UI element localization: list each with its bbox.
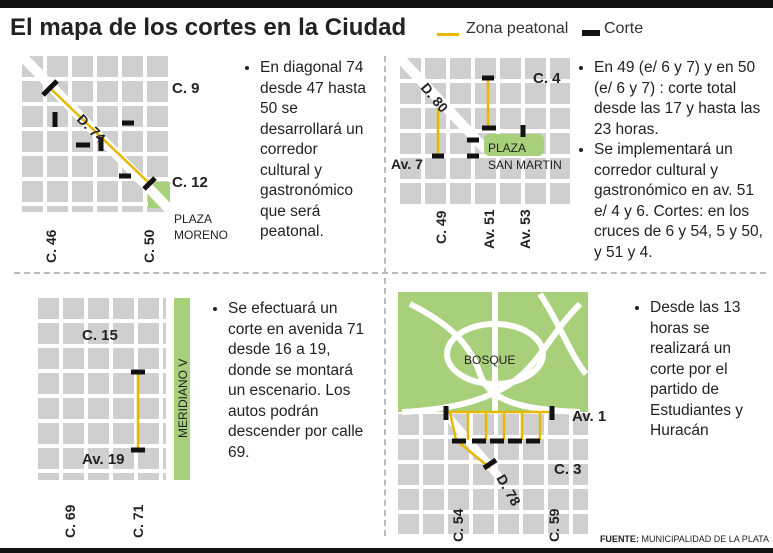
label-c12: C. 12 <box>172 174 208 191</box>
panel-4-text: Desde las 13 horas se realizará un corte… <box>634 298 764 442</box>
label-c15: C. 15 <box>82 327 118 344</box>
label-c71: C. 71 <box>130 504 146 538</box>
label-plaza-san-martin-1: PLAZA <box>488 141 526 155</box>
source-text: MUNICIPALIDAD DE LA PLATA <box>641 534 769 544</box>
vertical-divider <box>384 56 386 536</box>
meridiano-v-strip <box>174 298 190 480</box>
cut-legend-swatch <box>582 30 600 36</box>
panel-2-text: En 49 (e/ 6 y 7) y en 50 (e/ 6 y 7) : co… <box>578 58 764 263</box>
label-c49: C. 49 <box>433 210 449 244</box>
label-c3: C. 3 <box>554 461 582 478</box>
label-av7: Av. 7 <box>391 156 423 172</box>
label-c59: C. 59 <box>546 508 562 542</box>
pedestrian-legend-label: Zona peatonal <box>466 20 569 37</box>
label-plaza-moreno-1: PLAZA <box>174 212 212 226</box>
label-meridiano-v: MERIDIANO V <box>176 359 190 438</box>
horizontal-divider <box>14 272 766 274</box>
label-plaza-moreno-2: MORENO <box>174 228 228 242</box>
pedestrian-legend-swatch <box>437 33 459 36</box>
label-bosque: BOSQUE <box>464 353 515 367</box>
label-c54: C. 54 <box>450 508 466 542</box>
pedestrian-zone <box>446 410 550 469</box>
source-credit: FUENTE: MUNICIPALIDAD DE LA PLATA <box>600 534 769 544</box>
label-av53: Av. 53 <box>517 209 533 249</box>
cut-markers <box>443 406 555 471</box>
park-paths <box>401 292 589 415</box>
cut-markers <box>432 75 526 159</box>
cut-markers <box>131 369 145 453</box>
map-diagonal-80: C. 4 D. 80 Av. 7 PLAZA SAN MARTIN C. 49 … <box>391 54 570 249</box>
bullet-item: Se efectuará un corte en avenida 71 desd… <box>228 299 372 463</box>
map-diagonal-74: C. 9 C. 12 D. 74 PLAZA MORENO C. 46 C. 5… <box>18 52 228 263</box>
panel-1-text: En diagonal 74 desde 47 hasta 50 se desa… <box>244 58 370 243</box>
panel-3-text: Se efectuará un corte en avenida 71 desd… <box>212 299 372 463</box>
plaza-san-martin-block <box>484 134 544 156</box>
map-bosque: BOSQUE Av. 1 C. 3 D. 78 C. 54 C. 59 <box>398 292 606 542</box>
label-c46: C. 46 <box>43 229 59 263</box>
bullet-item: Se implementará un corredor cultural y g… <box>594 140 764 263</box>
label-av1: Av. 1 <box>572 408 606 425</box>
label-c50: C. 50 <box>141 229 157 263</box>
label-av51: Av. 51 <box>481 209 497 249</box>
bullet-item: Desde las 13 horas se realizará un corte… <box>650 298 764 442</box>
bottom-rule <box>0 548 773 553</box>
label-av19: Av. 19 <box>82 451 125 468</box>
label-plaza-san-martin-2: SAN MARTIN <box>488 158 562 172</box>
map-avenida-71: C. 15 Av. 19 MERIDIANO V C. 69 C. 71 <box>38 298 190 538</box>
page-title: El mapa de los cortes en la Ciudad <box>10 14 407 41</box>
top-rule <box>0 0 773 8</box>
label-c69: C. 69 <box>62 504 78 538</box>
bullet-item: En diagonal 74 desde 47 hasta 50 se desa… <box>260 58 370 243</box>
label-c4: C. 4 <box>533 70 561 87</box>
label-c9: C. 9 <box>172 80 200 97</box>
cut-markers <box>41 79 157 191</box>
source-label: FUENTE: <box>599 534 639 544</box>
bullet-item: En 49 (e/ 6 y 7) y en 50 (e/ 6 y 7) : co… <box>594 58 764 140</box>
pedestrian-zone <box>49 87 151 185</box>
cut-legend-label: Corte <box>604 20 644 37</box>
